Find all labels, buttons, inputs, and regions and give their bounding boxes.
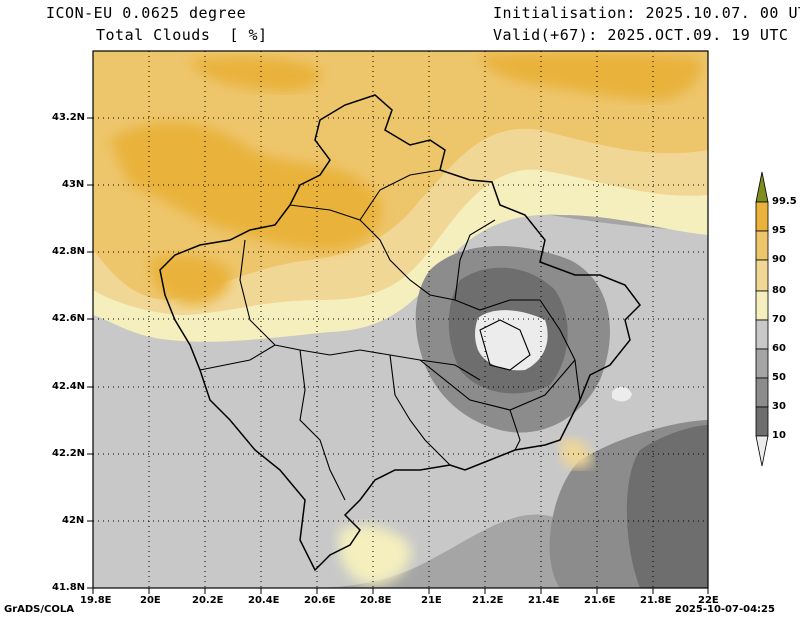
legend-swatch-above-99_5 [755,171,769,203]
internal-border-9 [359,169,441,221]
cloud-area-10-30-se [626,425,708,588]
internal-border-1 [289,204,540,311]
y-tick-label: 41.8N [52,582,86,593]
legend-label: 70 [772,314,786,325]
cloud-area-95-99-north [480,52,701,100]
axis-ticks [87,117,709,594]
y-tick-label: 42N [62,515,85,526]
x-tick-label: 21.8E [640,595,672,606]
legend-label: 30 [772,401,786,412]
internal-border-6 [539,299,581,401]
x-tick-label: 20.2E [192,595,224,606]
legend-swatch-10-30 [755,406,769,437]
legend-swatch-below-10 [755,435,769,467]
cloud-area-95-99-top [190,57,321,92]
internal-border-5 [454,219,496,301]
legend-label: 95 [772,225,786,236]
legend-swatch-60-70 [755,319,769,350]
internal-border-3 [299,349,346,501]
x-tick-label: 21.4E [528,595,560,606]
x-tick-label: 20E [140,595,161,606]
legend-label: 99.5 [772,196,797,207]
y-tick-label: 42.6N [52,313,86,324]
legend-label: 90 [772,254,786,265]
internal-border-2 [239,239,481,381]
y-tick-label: 42.4N [52,381,86,392]
legend-label: 60 [772,343,786,354]
x-tick-label: 21.6E [584,595,616,606]
internal-border-8 [199,344,276,371]
cloud-area-95-99 [110,122,382,250]
cloud-area-70-80-south [338,525,411,585]
legend-swatch-90-95 [755,230,769,261]
field-title: Total Clouds [ %] [96,26,268,44]
x-tick-label: 22E [698,595,719,606]
x-tick-label: 21.2E [472,595,504,606]
internal-border-4 [389,354,451,466]
legend-colorbar [755,171,769,467]
x-tick-label: 21E [421,595,442,606]
internal-border-11 [509,409,521,451]
valid-time: Valid(+67): 2025.OCT.09. 19 UTC [493,26,789,44]
render-timestamp: 2025-10-07-04:25 [675,604,775,615]
y-tick-label: 42.2N [52,448,86,459]
legend-label: 80 [772,285,786,296]
init-time: Initialisation: 2025.10.07. 00 UTC [493,4,800,22]
legend-swatch-50-60 [755,348,769,379]
cloud-area-95-99-west [150,254,231,305]
legend-swatch-30-50 [755,377,769,408]
software-credit: GrADS/COLA [4,604,74,615]
cloud-area-80-90-south [560,438,592,468]
x-tick-label: 19.8E [80,595,112,606]
cloud-area-lt10-east [612,386,632,402]
y-tick-label: 43.2N [52,112,86,123]
legend-swatch-70-80 [755,290,769,321]
x-tick-label: 20.4E [248,595,280,606]
y-tick-label: 43N [62,179,85,190]
internal-border-10 [479,319,531,371]
cloud-field [93,51,708,588]
x-tick-label: 20.6E [304,595,336,606]
legend-swatch-80-90 [755,259,769,292]
kosovo-border [159,94,641,572]
legend-label: 10 [772,430,786,441]
cloud-area-90-95 [93,51,708,300]
legend-swatch-95-99_5 [755,201,769,232]
y-tick-label: 42.8N [52,246,86,257]
legend-label: 50 [772,372,786,383]
x-tick-label: 20.8E [360,595,392,606]
model-title: ICON-EU 0.0625 degree [46,4,247,22]
